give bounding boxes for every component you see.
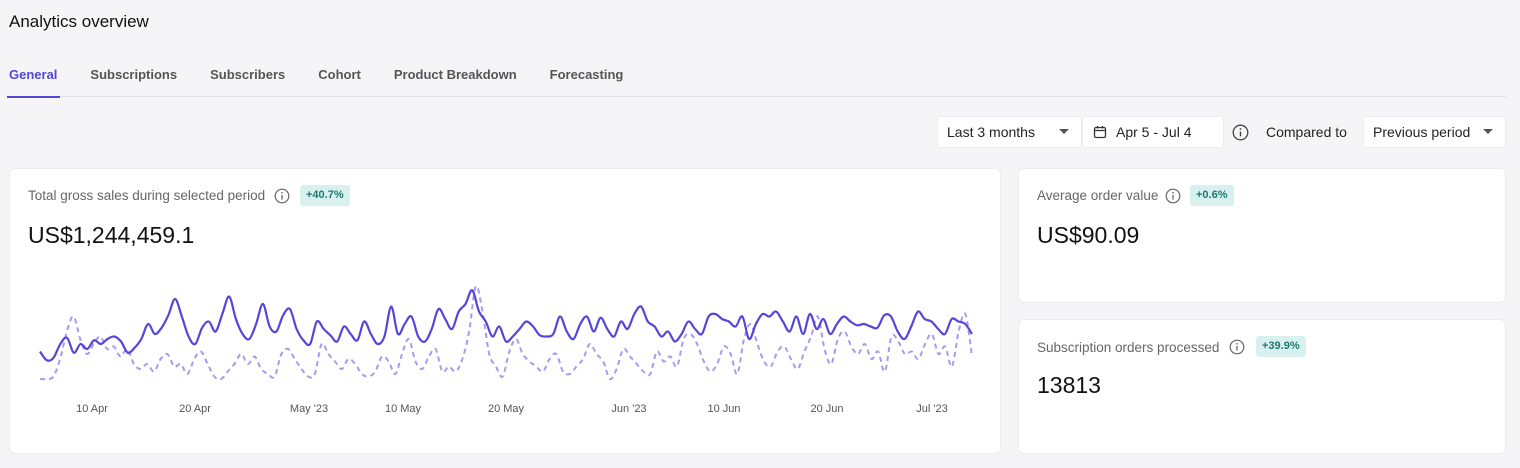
info-icon[interactable] — [1232, 124, 1249, 141]
compared-to-label: Compared to — [1266, 124, 1347, 140]
subscription-orders-label: Subscription orders processed — [1037, 340, 1220, 355]
aov-change-badge: +0.6% — [1190, 185, 1234, 206]
x-tick-label: 20 Apr — [179, 403, 211, 415]
page-title: Analytics overview — [9, 12, 149, 31]
x-tick-label: May '23 — [290, 403, 328, 415]
compare-select-value: Previous period — [1373, 124, 1471, 140]
tab-forecasting[interactable]: Forecasting — [549, 67, 624, 82]
info-icon[interactable] — [1229, 339, 1245, 355]
info-icon[interactable] — [274, 188, 290, 204]
date-range-picker[interactable]: Apr 5 - Jul 4 — [1082, 116, 1224, 148]
tab-subscribers[interactable]: Subscribers — [210, 67, 286, 82]
tab-general[interactable]: General — [6, 60, 61, 98]
aov-label: Average order value — [1037, 188, 1159, 203]
date-range-value: Apr 5 - Jul 4 — [1116, 124, 1192, 140]
gross-sales-label: Total gross sales during selected period — [28, 188, 266, 203]
calendar-icon — [1093, 126, 1107, 139]
gross-sales-line-chart: 10 Apr 20 Apr May '23 10 May 20 May Jun '23 10… — [39, 285, 973, 415]
previous-period-series-line — [39, 285, 973, 381]
current-period-series-line — [39, 289, 973, 362]
subscription-orders-value: 13813 — [1037, 372, 1101, 398]
tab-bar: General Subscriptions Subscribers Cohort… — [6, 60, 1506, 98]
tab-product-breakdown[interactable]: Product Breakdown — [393, 67, 517, 82]
subscription-orders-change-badge: +39.9% — [1256, 336, 1306, 357]
chevron-down-icon — [1059, 129, 1069, 134]
range-select-value: Last 3 months — [947, 124, 1035, 140]
chevron-down-icon — [1483, 129, 1493, 134]
x-tick-label: Jun '23 — [611, 403, 646, 415]
info-icon[interactable] — [1165, 188, 1181, 204]
aov-card: Average order value +0.6% US$90.09 — [1018, 168, 1506, 303]
subscription-orders-card: Subscription orders processed +39.9% 138… — [1018, 319, 1506, 454]
gross-sales-change-badge: +40.7% — [300, 185, 350, 206]
tab-cohort[interactable]: Cohort — [318, 67, 361, 82]
x-tick-label: Jul '23 — [916, 403, 947, 415]
tab-subscriptions[interactable]: Subscriptions — [90, 67, 178, 82]
gross-sales-card: Total gross sales during selected period… — [9, 168, 1001, 454]
gross-sales-value: US$1,244,459.1 — [28, 222, 195, 248]
x-tick-label: 10 May — [385, 403, 422, 415]
x-tick-label: 10 Jun — [707, 403, 740, 415]
compare-select[interactable]: Previous period — [1363, 116, 1506, 148]
aov-value: US$90.09 — [1037, 222, 1140, 248]
range-select[interactable]: Last 3 months — [937, 116, 1082, 148]
x-tick-label: 20 May — [488, 403, 525, 415]
x-tick-label: 20 Jun — [810, 403, 843, 415]
x-tick-label: 10 Apr — [76, 403, 108, 415]
